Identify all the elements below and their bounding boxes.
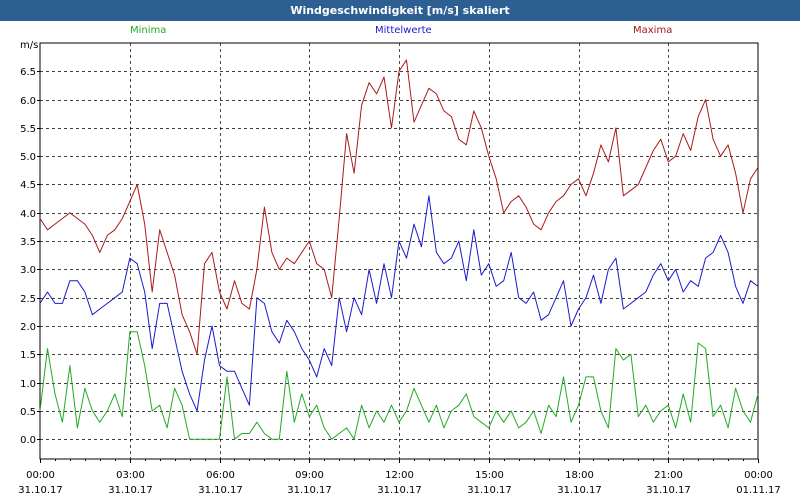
x-tick-date-label: 31.10.17 (287, 485, 332, 496)
legend-maxima: Maxima (633, 25, 673, 36)
x-tick-time-label: 03:00 (116, 470, 145, 481)
y-tick-label: 2.0 (20, 322, 36, 333)
x-tick-date-label: 01.11.17 (736, 485, 781, 496)
series-minima-line (39, 331, 759, 440)
y-tick-label: 3.5 (20, 237, 36, 248)
y-tick-label: 4.0 (20, 209, 36, 220)
x-tick-time-label: 09:00 (295, 470, 324, 481)
series-mittelwerte-line (39, 195, 759, 412)
y-tick-label: 1.0 (20, 379, 36, 390)
x-tick-time-label: 18:00 (565, 470, 594, 481)
x-tick-date-label: 31.10.17 (198, 485, 243, 496)
x-tick-date-label: 31.10.17 (467, 485, 512, 496)
x-tick-date-label: 31.10.17 (108, 485, 153, 496)
legend-mittelwerte: Mittelwerte (375, 25, 432, 36)
y-tick-label: 0.0 (20, 435, 36, 446)
x-tick-time-label: 21:00 (654, 470, 683, 481)
y-tick-label: 0.5 (20, 407, 36, 418)
legend-minima: Minima (130, 25, 167, 36)
x-tick-time-label: 06:00 (206, 470, 235, 481)
y-tick-label: 5.0 (20, 152, 36, 163)
x-tick-time-label: 00:00 (26, 470, 55, 481)
y-tick-label: 6.0 (20, 96, 36, 107)
y-tick-label: 2.5 (20, 294, 36, 305)
x-tick-time-label: 12:00 (385, 470, 414, 481)
x-tick-time-label: 15:00 (475, 470, 504, 481)
x-tick-date-label: 31.10.17 (646, 485, 691, 496)
x-tick-time-label: 00:00 (744, 470, 773, 481)
x-tick-date-label: 31.10.17 (557, 485, 602, 496)
y-tick-label: 6.5 (20, 67, 36, 78)
y-tick-label: 3.0 (20, 265, 36, 276)
window-title: Windgeschwindigkeit [m/s] skaliert (0, 0, 800, 21)
x-tick-date-label: 31.10.17 (377, 485, 422, 496)
y-tick-label: 4.5 (20, 180, 36, 191)
y-tick-label: 1.5 (20, 350, 36, 361)
series-maxima-line (39, 59, 759, 355)
y-tick-label: 5.5 (20, 124, 36, 135)
plot-frame (39, 42, 759, 460)
x-tick-date-label: 31.10.17 (18, 485, 63, 496)
y-axis-unit-label: m/s (20, 40, 39, 51)
